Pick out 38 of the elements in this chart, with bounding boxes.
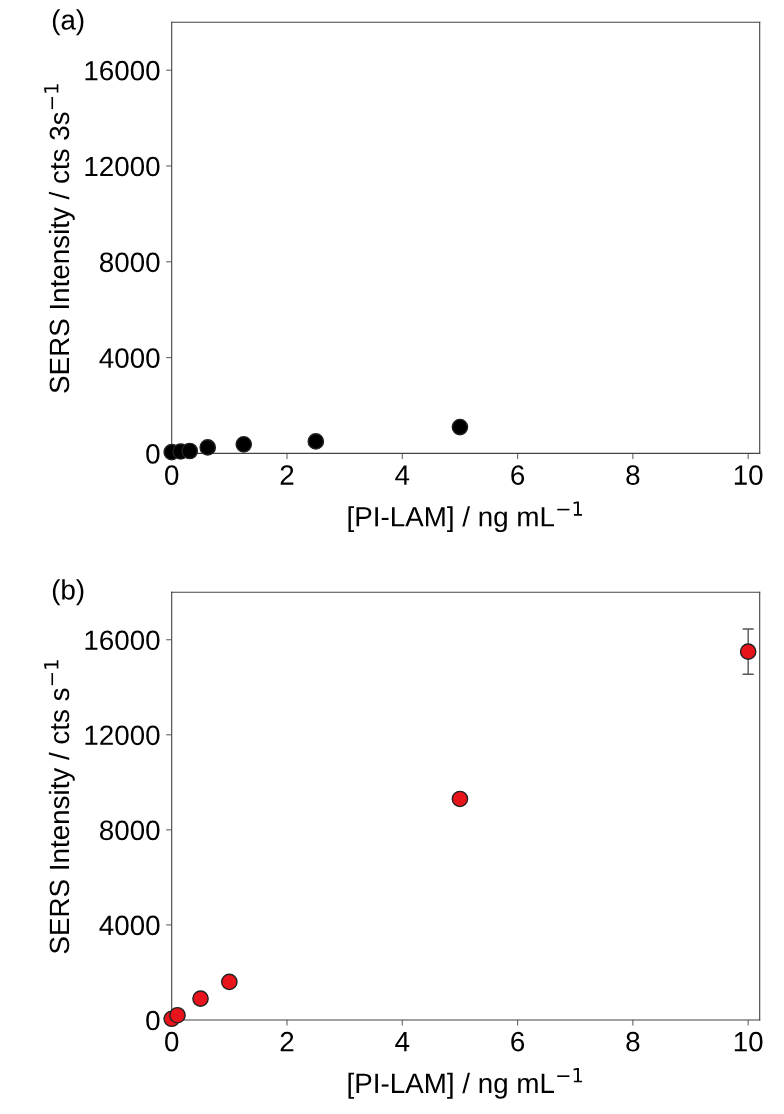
- y-tick-label: 12000: [85, 725, 160, 746]
- y-tick-label: 12000: [85, 156, 160, 177]
- text: (a): [52, 9, 84, 36]
- x-tick-label: 2: [280, 1031, 294, 1052]
- point: [169, 1006, 186, 1024]
- x-tick-label: 0: [165, 465, 179, 485]
- y-tick-label: 0: [146, 444, 160, 464]
- point: [192, 990, 209, 1007]
- y-tick-label: 4000: [99, 915, 160, 936]
- point: [181, 442, 199, 460]
- x-axis-title: [PI-LAM] / ng mL$^{−1}$: [348, 1068, 583, 1099]
- point: [199, 439, 217, 456]
- y-axis-title: SERS Intensity / cts s$^{−1}$: [44, 660, 75, 954]
- x-tick-label: 0: [165, 1031, 179, 1052]
- x-tick-label: 8: [626, 465, 640, 485]
- x-tick-label: 10: [734, 1031, 763, 1052]
- point: [235, 435, 253, 453]
- point: [307, 433, 325, 450]
- y-tick-label: 0: [146, 1010, 160, 1031]
- x-tick-label: 10: [734, 465, 763, 485]
- x-tick-label: 6: [511, 1031, 525, 1052]
- x-tick-label: 4: [395, 465, 410, 485]
- x-axis-title: [PI-LAM] / ng mL$^{−1}$: [348, 501, 583, 533]
- y-tick-label: 8000: [100, 252, 160, 273]
- y-tick-label: 8000: [100, 820, 160, 841]
- x-tick-label: 4: [395, 1032, 410, 1052]
- x-tick-label: 6: [511, 465, 525, 485]
- x-tick-label: 8: [626, 1031, 640, 1052]
- y-tick-label: 16000: [85, 630, 160, 651]
- point: [451, 790, 469, 808]
- point: [739, 643, 757, 660]
- text: (b): [52, 579, 84, 606]
- point: [451, 418, 469, 436]
- x-tick-label: 2: [280, 465, 294, 485]
- y-tick-label: 16000: [85, 60, 160, 81]
- y-tick-label: 4000: [99, 348, 160, 368]
- y-axis-title: SERS Intensity / cts 3s$^{−1}$: [44, 84, 75, 393]
- point: [221, 973, 238, 991]
